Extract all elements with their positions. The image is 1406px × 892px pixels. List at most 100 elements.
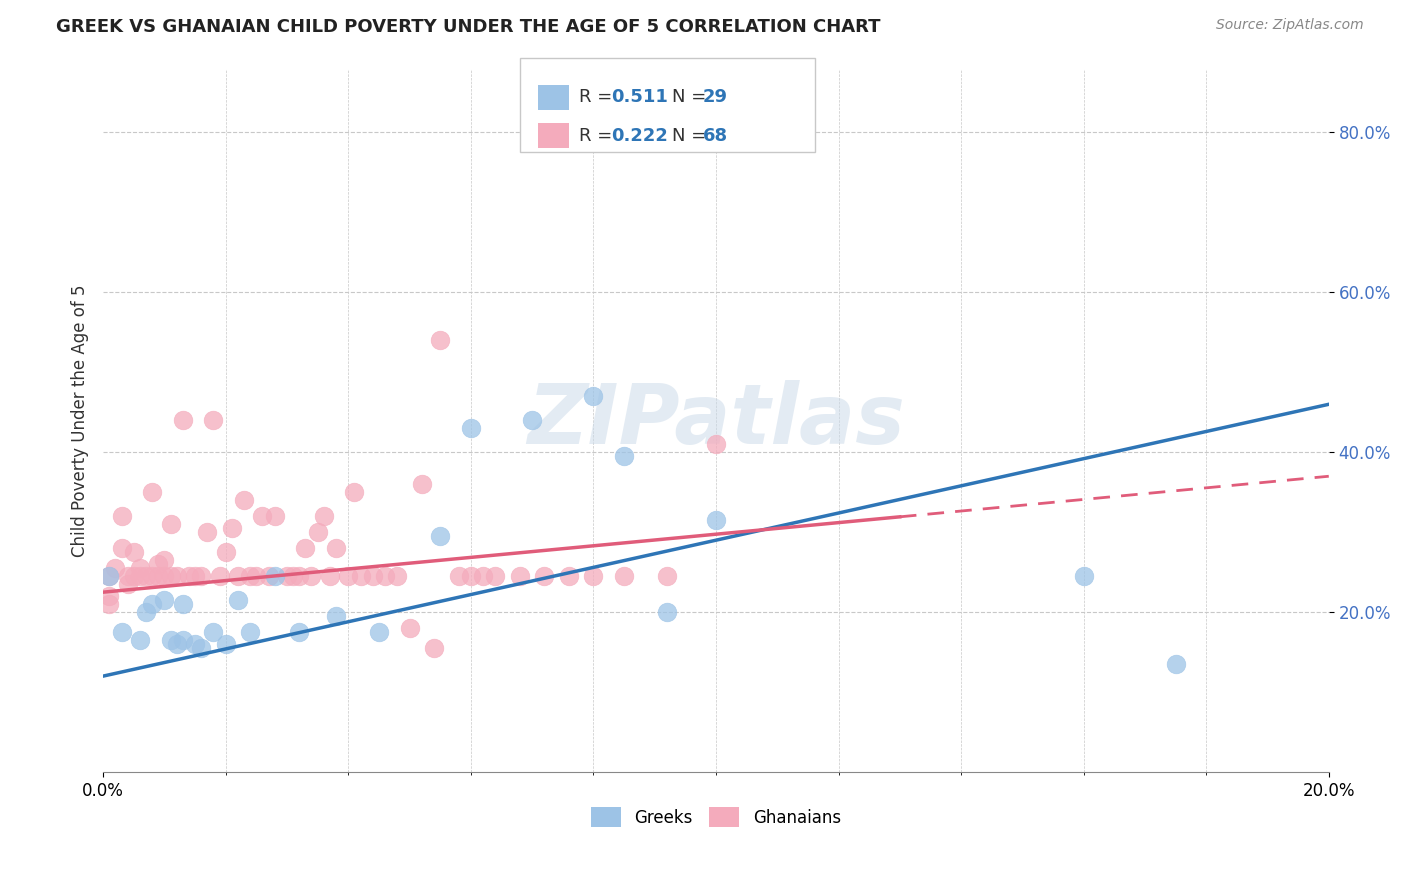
Text: GREEK VS GHANAIAN CHILD POVERTY UNDER THE AGE OF 5 CORRELATION CHART: GREEK VS GHANAIAN CHILD POVERTY UNDER TH… xyxy=(56,18,880,36)
Point xyxy=(159,517,181,532)
Point xyxy=(190,641,212,656)
Point xyxy=(398,621,420,635)
Point xyxy=(129,633,152,648)
Point xyxy=(294,541,316,556)
Point xyxy=(239,625,262,640)
Point xyxy=(460,421,482,435)
Point xyxy=(281,569,304,583)
Point xyxy=(202,413,225,427)
Point xyxy=(110,625,132,640)
Point xyxy=(325,541,347,556)
Point xyxy=(110,541,132,556)
Point xyxy=(472,569,495,583)
Point xyxy=(98,589,121,603)
Point xyxy=(117,569,139,583)
Point xyxy=(166,637,188,651)
Point xyxy=(184,569,207,583)
Text: 68: 68 xyxy=(703,127,728,145)
Point xyxy=(135,569,157,583)
Point xyxy=(172,633,194,648)
Point xyxy=(245,569,267,583)
Point xyxy=(655,569,678,583)
Point xyxy=(361,569,384,583)
Point xyxy=(122,545,145,559)
Point xyxy=(349,569,371,583)
Text: Source: ZipAtlas.com: Source: ZipAtlas.com xyxy=(1216,18,1364,32)
Point xyxy=(98,597,121,611)
Point xyxy=(257,569,280,583)
Point xyxy=(704,513,727,527)
Point xyxy=(215,545,238,559)
Point xyxy=(129,561,152,575)
Point xyxy=(98,569,121,583)
Point xyxy=(226,569,249,583)
Point xyxy=(122,569,145,583)
Text: 0.222: 0.222 xyxy=(612,127,668,145)
Point xyxy=(411,477,433,491)
Point xyxy=(460,569,482,583)
Point xyxy=(429,334,451,348)
Point xyxy=(1073,569,1095,583)
Point xyxy=(447,569,470,583)
Point xyxy=(172,413,194,427)
Text: 29: 29 xyxy=(703,88,728,106)
Point xyxy=(148,569,170,583)
Point xyxy=(484,569,506,583)
Point xyxy=(208,569,231,583)
Point xyxy=(509,569,531,583)
Point xyxy=(288,569,311,583)
Point xyxy=(104,561,127,575)
Point xyxy=(239,569,262,583)
Point xyxy=(374,569,396,583)
Point xyxy=(276,569,298,583)
Text: R =: R = xyxy=(579,127,619,145)
Point xyxy=(135,605,157,619)
Point xyxy=(215,637,238,651)
Point xyxy=(319,569,342,583)
Point xyxy=(252,509,274,524)
Point xyxy=(159,633,181,648)
Point xyxy=(221,521,243,535)
Point xyxy=(141,569,163,583)
Legend: Greeks, Ghanaians: Greeks, Ghanaians xyxy=(585,800,848,834)
Text: N =: N = xyxy=(672,127,711,145)
Point xyxy=(148,557,170,571)
Point xyxy=(367,625,389,640)
Point xyxy=(202,625,225,640)
Point xyxy=(172,597,194,611)
Point xyxy=(301,569,323,583)
Point xyxy=(153,569,176,583)
Point xyxy=(117,577,139,591)
Text: ZIPatlas: ZIPatlas xyxy=(527,380,905,461)
Point xyxy=(558,569,581,583)
Point xyxy=(159,569,181,583)
Point xyxy=(153,553,176,567)
Point xyxy=(533,569,555,583)
Point xyxy=(423,641,446,656)
Point xyxy=(429,529,451,543)
Point xyxy=(582,389,605,403)
Point xyxy=(129,569,152,583)
Point xyxy=(613,569,636,583)
Point xyxy=(337,569,360,583)
Point xyxy=(177,569,200,583)
Point xyxy=(343,485,366,500)
Point xyxy=(166,569,188,583)
Text: 0.511: 0.511 xyxy=(612,88,668,106)
Point xyxy=(325,609,347,624)
Point xyxy=(312,509,335,524)
Point xyxy=(613,450,636,464)
Point xyxy=(226,593,249,607)
Point xyxy=(195,525,218,540)
Point xyxy=(153,593,176,607)
Point xyxy=(184,637,207,651)
Point xyxy=(387,569,409,583)
Y-axis label: Child Poverty Under the Age of 5: Child Poverty Under the Age of 5 xyxy=(72,284,89,557)
Point xyxy=(98,569,121,583)
Point xyxy=(288,625,311,640)
Point xyxy=(263,509,285,524)
Point xyxy=(307,525,329,540)
Text: N =: N = xyxy=(672,88,711,106)
Point xyxy=(141,597,163,611)
Point xyxy=(233,493,256,508)
